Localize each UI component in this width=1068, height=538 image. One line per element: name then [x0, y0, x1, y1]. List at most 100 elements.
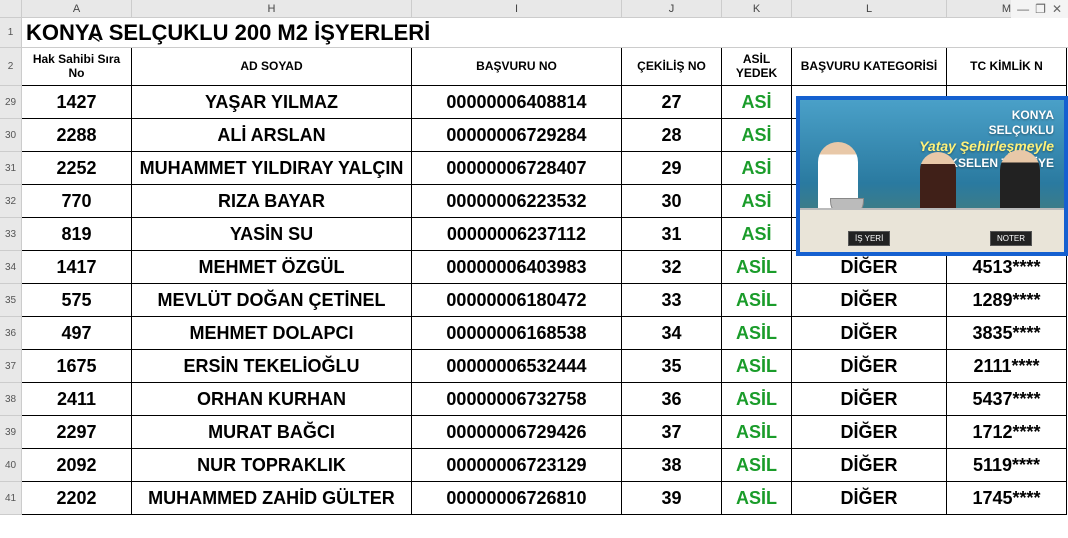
cell-ad[interactable]: RIZA BAYAR	[132, 185, 412, 218]
cell-basvuru[interactable]: 00000006729284	[412, 119, 622, 152]
row-number[interactable]: 37	[0, 350, 22, 383]
cell-sira[interactable]: 2297	[22, 416, 132, 449]
cell-tc[interactable]: 5119****	[947, 449, 1067, 482]
cell-tc[interactable]: 5437****	[947, 383, 1067, 416]
cell-asil[interactable]: ASİ	[722, 218, 792, 251]
header-asil[interactable]: ASİL YEDEK	[722, 48, 792, 86]
cell-ad[interactable]: MEHMET ÖZGÜL	[132, 251, 412, 284]
cell-ad[interactable]: YASİN SU	[132, 218, 412, 251]
cell-sira[interactable]: 1675	[22, 350, 132, 383]
header-basvuru[interactable]: BAŞVURU NO	[412, 48, 622, 86]
cell-sira[interactable]: 2092	[22, 449, 132, 482]
cell-basvuru[interactable]: 00000006723129	[412, 449, 622, 482]
cell-tc[interactable]: 1289****	[947, 284, 1067, 317]
row-number[interactable]: 30	[0, 119, 22, 152]
cell-sira[interactable]: 1427	[22, 86, 132, 119]
cell-basvuru[interactable]: 00000006726810	[412, 482, 622, 515]
cell-asil[interactable]: ASİ	[722, 119, 792, 152]
cell-tc[interactable]: 1745****	[947, 482, 1067, 515]
cell-kategori[interactable]: DİĞER	[792, 383, 947, 416]
cell-basvuru[interactable]: 00000006180472	[412, 284, 622, 317]
cell-basvuru[interactable]: 00000006403983	[412, 251, 622, 284]
row-number[interactable]: 39	[0, 416, 22, 449]
cell-cekilis[interactable]: 31	[622, 218, 722, 251]
cell-ad[interactable]: ERSİN TEKELİOĞLU	[132, 350, 412, 383]
cell-cekilis[interactable]: 36	[622, 383, 722, 416]
col-letter[interactable]: A	[22, 0, 132, 17]
cell-ad[interactable]: MURAT BAĞCI	[132, 416, 412, 449]
cell-ad[interactable]: NUR TOPRAKLIK	[132, 449, 412, 482]
cell-sira[interactable]: 819	[22, 218, 132, 251]
cell-ad[interactable]: MEHMET DOLAPCI	[132, 317, 412, 350]
cell-cekilis[interactable]: 30	[622, 185, 722, 218]
header-kategori[interactable]: BAŞVURU KATEGORİSİ	[792, 48, 947, 86]
cell-cekilis[interactable]: 34	[622, 317, 722, 350]
cell-basvuru[interactable]: 00000006408814	[412, 86, 622, 119]
row-number[interactable]: 32	[0, 185, 22, 218]
cell-basvuru[interactable]: 00000006532444	[412, 350, 622, 383]
cell-asil[interactable]: ASİL	[722, 251, 792, 284]
cell-cekilis[interactable]: 28	[622, 119, 722, 152]
cell-cekilis[interactable]: 38	[622, 449, 722, 482]
cell-sira[interactable]: 2252	[22, 152, 132, 185]
cell-asil[interactable]: ASİL	[722, 449, 792, 482]
cell-kategori[interactable]: DİĞER	[792, 416, 947, 449]
header-tc[interactable]: TC KİMLİK N	[947, 48, 1067, 86]
cell-ad[interactable]: ORHAN KURHAN	[132, 383, 412, 416]
cell-basvuru[interactable]: 00000006728407	[412, 152, 622, 185]
cell-ad[interactable]: MUHAMMED ZAHİD GÜLTER	[132, 482, 412, 515]
cell-cekilis[interactable]: 27	[622, 86, 722, 119]
cell-kategori[interactable]: DİĞER	[792, 317, 947, 350]
cell-basvuru[interactable]: 00000006732758	[412, 383, 622, 416]
row-number[interactable]: 36	[0, 317, 22, 350]
cell-asil[interactable]: ASİ	[722, 185, 792, 218]
cell-tc[interactable]: 2111****	[947, 350, 1067, 383]
cell-sira[interactable]: 770	[22, 185, 132, 218]
row-number[interactable]: 29	[0, 86, 22, 119]
row-number[interactable]: 2	[0, 48, 22, 86]
row-number[interactable]: 31	[0, 152, 22, 185]
cell-sira[interactable]: 2288	[22, 119, 132, 152]
row-number[interactable]: 1	[0, 18, 22, 48]
cell-cekilis[interactable]: 37	[622, 416, 722, 449]
col-letter[interactable]: I	[412, 0, 622, 17]
expand-icon[interactable]: ❐	[1035, 2, 1046, 16]
cell-asil[interactable]: ASİL	[722, 482, 792, 515]
cell-ad[interactable]: YAŞAR YILMAZ	[132, 86, 412, 119]
cell-basvuru[interactable]: 00000006237112	[412, 218, 622, 251]
row-number[interactable]: 34	[0, 251, 22, 284]
cell-kategori[interactable]: DİĞER	[792, 350, 947, 383]
cell-sira[interactable]: 575	[22, 284, 132, 317]
cell-cekilis[interactable]: 29	[622, 152, 722, 185]
cell-asil[interactable]: ASİL	[722, 284, 792, 317]
row-number[interactable]: 40	[0, 449, 22, 482]
row-number[interactable]: 33	[0, 218, 22, 251]
cell-kategori[interactable]: DİĞER	[792, 482, 947, 515]
cell-sira[interactable]: 2411	[22, 383, 132, 416]
header-ad[interactable]: AD SOYAD	[132, 48, 412, 86]
minimize-icon[interactable]: —	[1017, 2, 1029, 16]
cell-tc[interactable]: 1712****	[947, 416, 1067, 449]
sheet-title[interactable]: KONYA SELÇUKLU 200 M2 İŞYERLERİ	[22, 18, 1068, 48]
cell-sira[interactable]: 1417	[22, 251, 132, 284]
cell-cekilis[interactable]: 35	[622, 350, 722, 383]
cell-asil[interactable]: ASİL	[722, 317, 792, 350]
cell-cekilis[interactable]: 33	[622, 284, 722, 317]
cell-basvuru[interactable]: 00000006729426	[412, 416, 622, 449]
cell-sira[interactable]: 497	[22, 317, 132, 350]
row-number[interactable]: 35	[0, 284, 22, 317]
header-cekilis[interactable]: ÇEKİLİŞ NO	[622, 48, 722, 86]
cell-ad[interactable]: MUHAMMET YILDIRAY YALÇIN	[132, 152, 412, 185]
col-letter[interactable]: L	[792, 0, 947, 17]
cell-sira[interactable]: 2202	[22, 482, 132, 515]
cell-asil[interactable]: ASİL	[722, 416, 792, 449]
col-letter[interactable]: J	[622, 0, 722, 17]
cell-asil[interactable]: ASİL	[722, 383, 792, 416]
cell-asil[interactable]: ASİ	[722, 152, 792, 185]
cell-tc[interactable]: 3835****	[947, 317, 1067, 350]
cell-basvuru[interactable]: 00000006223532	[412, 185, 622, 218]
col-letter[interactable]: K	[722, 0, 792, 17]
cell-ad[interactable]: ALİ ARSLAN	[132, 119, 412, 152]
cell-kategori[interactable]: DİĞER	[792, 449, 947, 482]
header-sira[interactable]: Hak Sahibi Sıra No	[22, 48, 132, 86]
